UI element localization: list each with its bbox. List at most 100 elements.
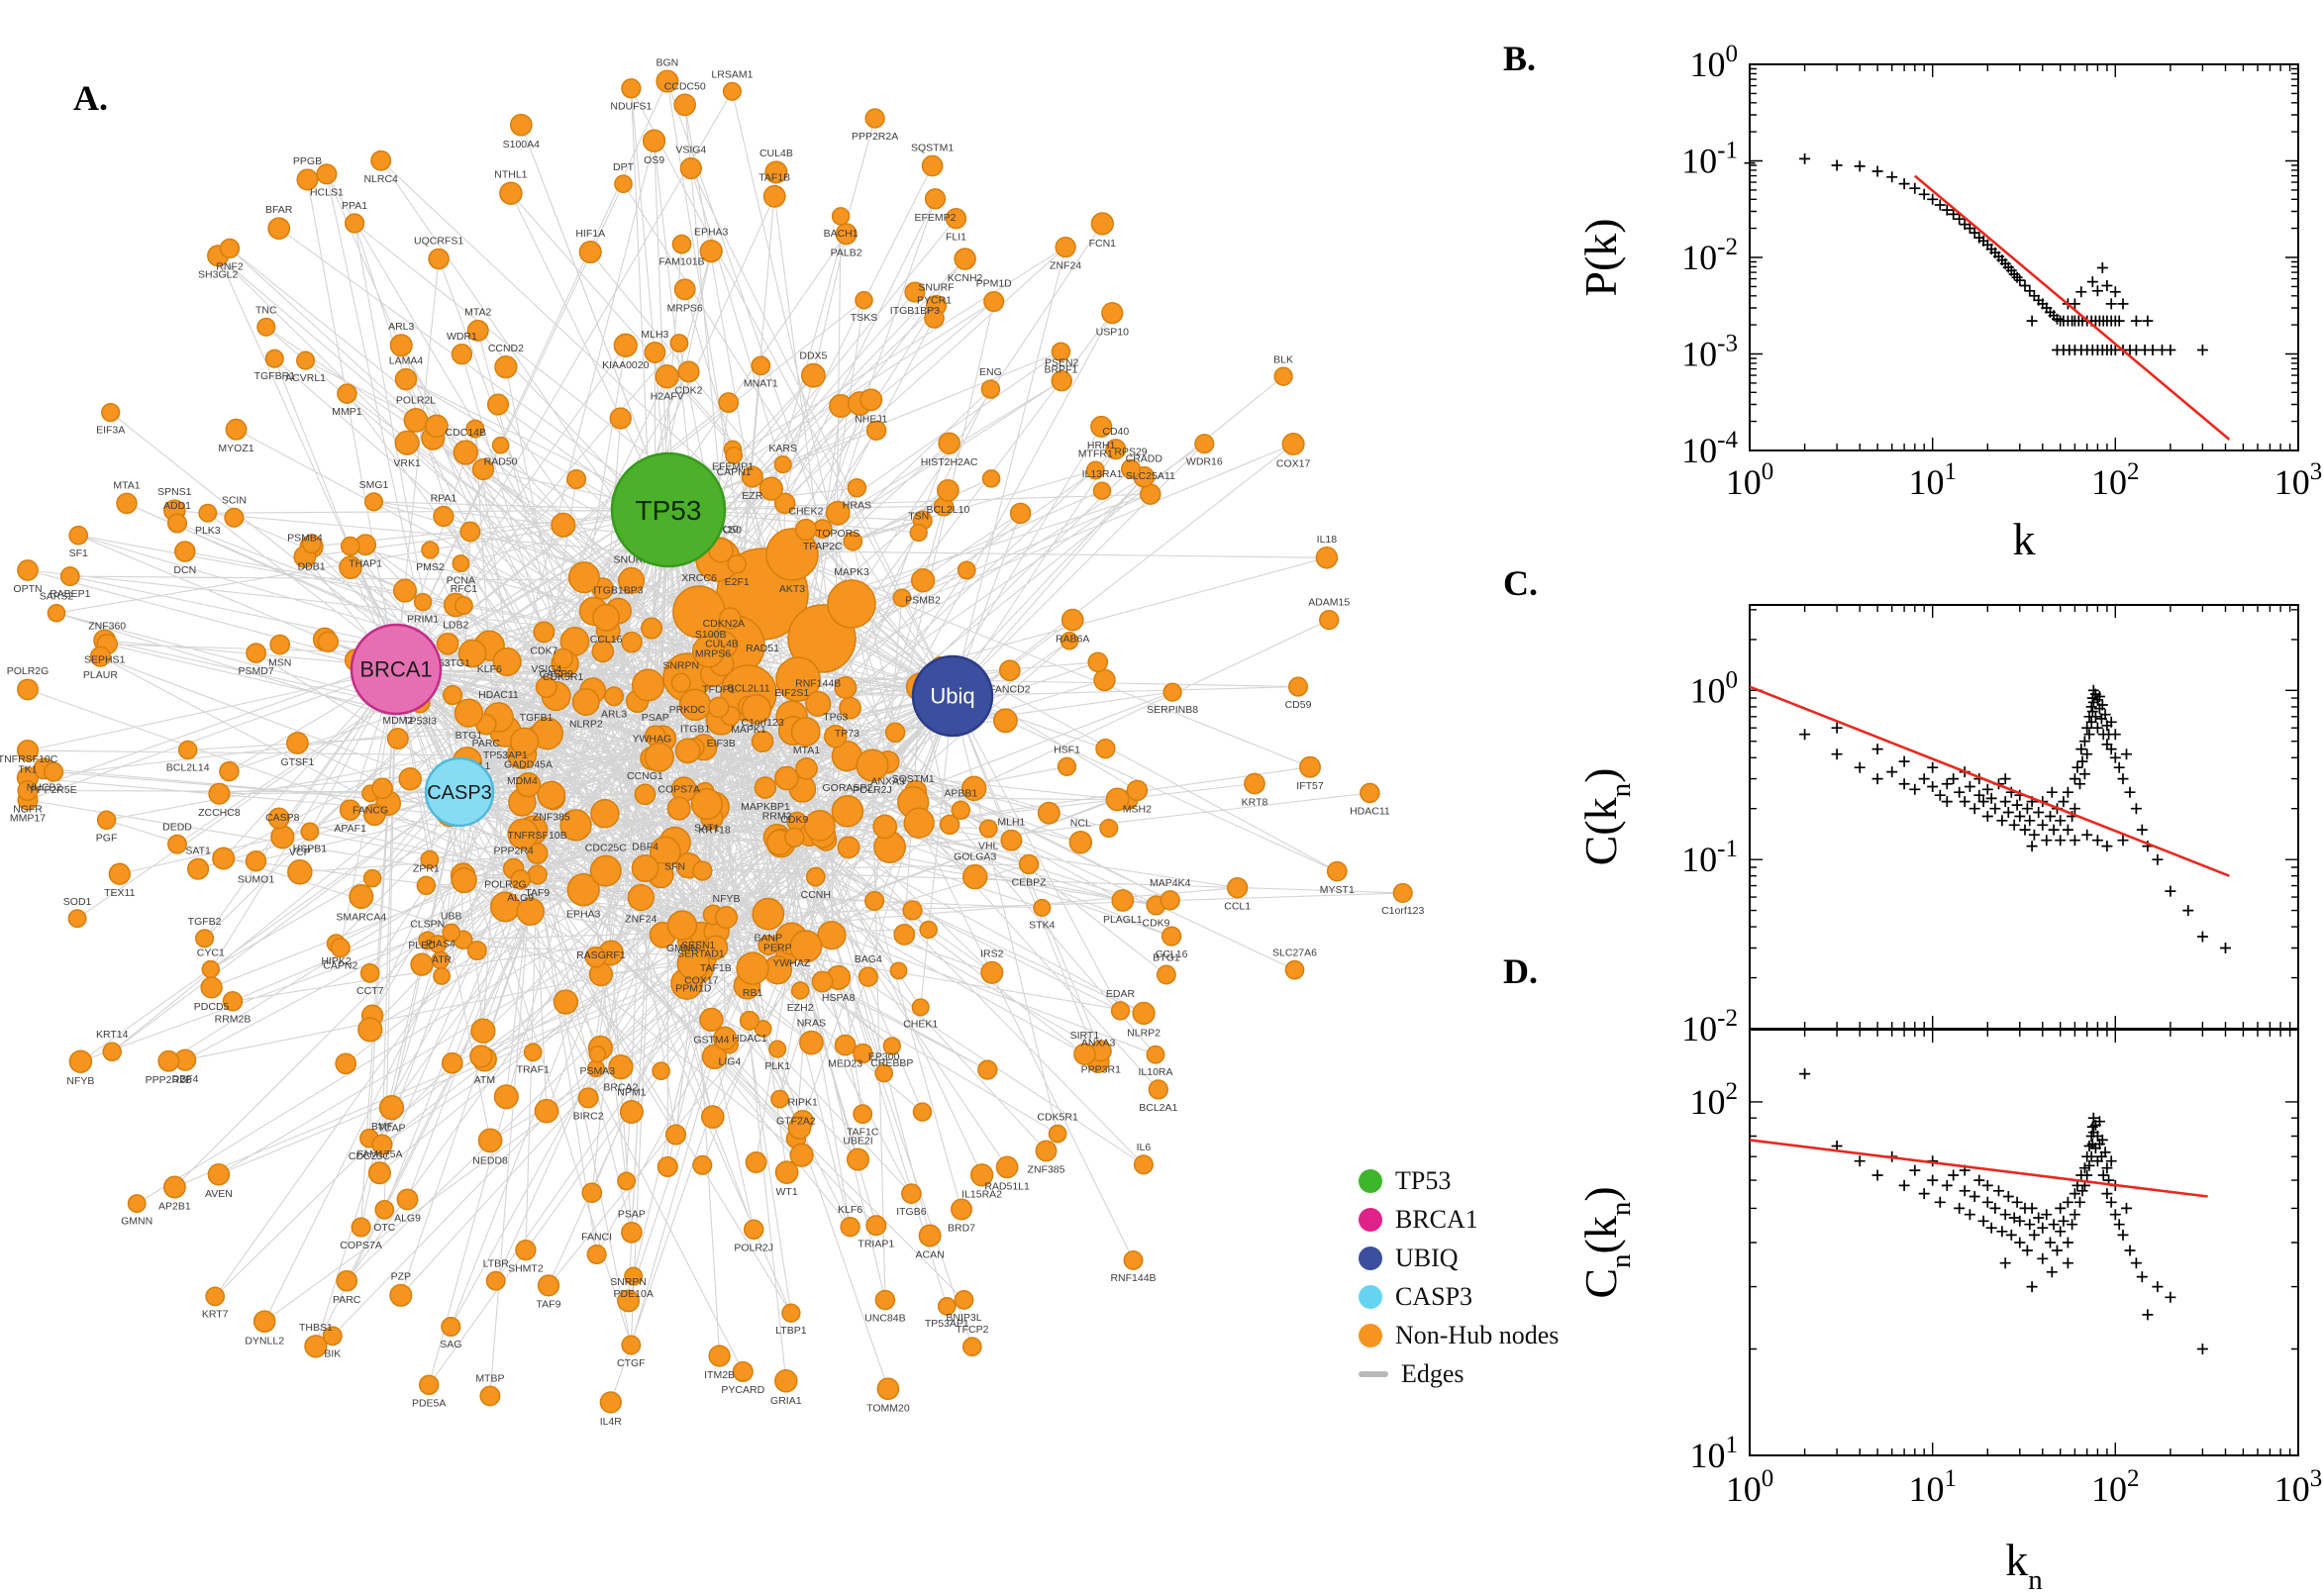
non-hub-node	[1284, 959, 1305, 980]
non-hub-node	[1148, 1079, 1168, 1100]
non-hub-node	[961, 863, 988, 890]
non-hub-node	[1315, 547, 1339, 569]
gene-label: EFEMP2	[914, 212, 956, 224]
gene-label: TRAF1	[517, 1064, 550, 1076]
non-hub-node	[339, 555, 362, 579]
plot-frame	[1749, 63, 2299, 451]
gene-label: TAF9	[525, 887, 550, 899]
gene-label: DEDD	[162, 822, 192, 834]
non-hub-node	[614, 174, 633, 194]
non-hub-node	[751, 355, 771, 376]
non-hub-node	[673, 278, 696, 301]
non-hub-node	[618, 566, 646, 594]
gene-label: PPA1	[342, 200, 367, 212]
non-hub-node	[581, 1182, 603, 1204]
non-hub-node	[553, 989, 579, 1015]
gene-label: CDK9	[1142, 918, 1169, 930]
gene-label: NLRC4	[363, 173, 398, 185]
non-hub-node	[16, 740, 40, 762]
gene-label: CASP9	[539, 668, 573, 680]
non-hub-node	[477, 1128, 503, 1153]
non-hub-node	[824, 724, 848, 748]
non-hub-node	[499, 181, 523, 205]
non-hub-node	[874, 1063, 894, 1083]
gene-label: MTA2	[464, 307, 491, 319]
non-hub-node	[961, 1337, 982, 1357]
gene-label: CCL16	[590, 634, 623, 646]
gene-label: PYCR1	[917, 295, 952, 307]
gene-label: SESN1	[681, 940, 716, 951]
non-hub-node	[713, 1026, 738, 1050]
non-hub-node	[296, 168, 319, 191]
gene-label: SHMT2	[508, 1263, 544, 1275]
gene-label: SAT1	[694, 822, 720, 834]
non-hub-node	[1090, 415, 1113, 438]
non-hub-node	[492, 647, 522, 676]
non-hub-node	[510, 869, 531, 890]
gene-label: VCP	[289, 847, 311, 858]
non-hub-node	[754, 776, 777, 799]
gene-label: FAM101B	[658, 256, 704, 268]
gene-label: E2F1	[725, 576, 750, 588]
gene-label: DPT	[613, 161, 635, 173]
non-hub-node	[872, 814, 898, 840]
gene-label: GORASP2	[823, 782, 873, 794]
gene-label: TAF9	[537, 1299, 561, 1311]
gene-label: MAPKBP1	[741, 801, 790, 813]
gene-label: PDE10A	[614, 1288, 654, 1300]
non-hub-node	[510, 727, 540, 756]
gene-label: MAPK3	[834, 566, 869, 578]
gene-label: XRCC6	[681, 572, 717, 584]
non-hub-node	[835, 223, 858, 246]
y-tick-label: 100	[1690, 41, 1739, 84]
non-hub-node	[1156, 964, 1176, 985]
non-hub-node	[1073, 1043, 1096, 1065]
non-hub-node	[834, 1034, 857, 1056]
gene-label: ARL3	[388, 321, 414, 333]
gene-label: PLAGL1	[1103, 914, 1143, 926]
non-hub-node	[624, 1266, 644, 1286]
gene-label: SNRPN	[610, 1276, 647, 1288]
non-hub-node	[1033, 898, 1052, 917]
gene-label: EPHA3	[566, 909, 601, 921]
gene-label: TEX11	[104, 887, 135, 899]
non-hub-node	[187, 857, 210, 880]
non-hub-node	[559, 809, 592, 842]
non-hub-node	[374, 1200, 395, 1220]
non-hub-node	[644, 342, 666, 363]
non-hub-node	[983, 290, 1005, 313]
gene-label: DYNLL2	[245, 1335, 284, 1347]
x-tick-label: 100	[1726, 1465, 1774, 1509]
non-hub-node	[336, 1269, 358, 1292]
hub-label: CASP3	[427, 782, 492, 804]
gene-label: COX17	[684, 974, 719, 986]
gene-label: RNF144B	[1110, 1272, 1156, 1284]
x-tick-label: 103	[2274, 1465, 2323, 1509]
y-axis-title: C(kn)	[1575, 768, 1637, 866]
gene-label: PSMB4	[287, 533, 323, 545]
gene-label: SUMO1	[238, 874, 275, 886]
non-hub-node	[428, 248, 450, 270]
non-hub-node	[1018, 853, 1040, 875]
non-hub-node	[1105, 787, 1130, 812]
non-hub-node	[246, 643, 266, 663]
gene-label: MSH2	[1123, 803, 1152, 815]
y-axis-title: P(k)	[1575, 218, 1626, 296]
y-tick-label: 10-2	[1681, 1005, 1738, 1048]
non-hub-node	[910, 568, 936, 593]
non-hub-node	[774, 1160, 799, 1184]
non-hub-node	[1111, 889, 1135, 912]
gene-label: MTA1	[113, 479, 140, 491]
non-hub-node	[656, 69, 679, 93]
gene-label: CHEK1	[903, 1019, 938, 1031]
non-hub-node	[718, 392, 740, 414]
gene-label: TSN	[908, 511, 929, 523]
non-hub-node	[1095, 739, 1116, 759]
non-hub-node	[207, 1163, 231, 1186]
non-hub-node	[795, 757, 818, 780]
non-hub-node	[924, 188, 947, 210]
network-graph: RAD51XRCC6PRKDCMAPK1MAPK3AKT3MAPK10RASGR…	[0, 56, 1424, 1428]
gene-label: ITGB6	[896, 1206, 927, 1218]
gene-label: TNFRSF10B	[508, 830, 567, 842]
non-hub-node	[286, 732, 309, 754]
